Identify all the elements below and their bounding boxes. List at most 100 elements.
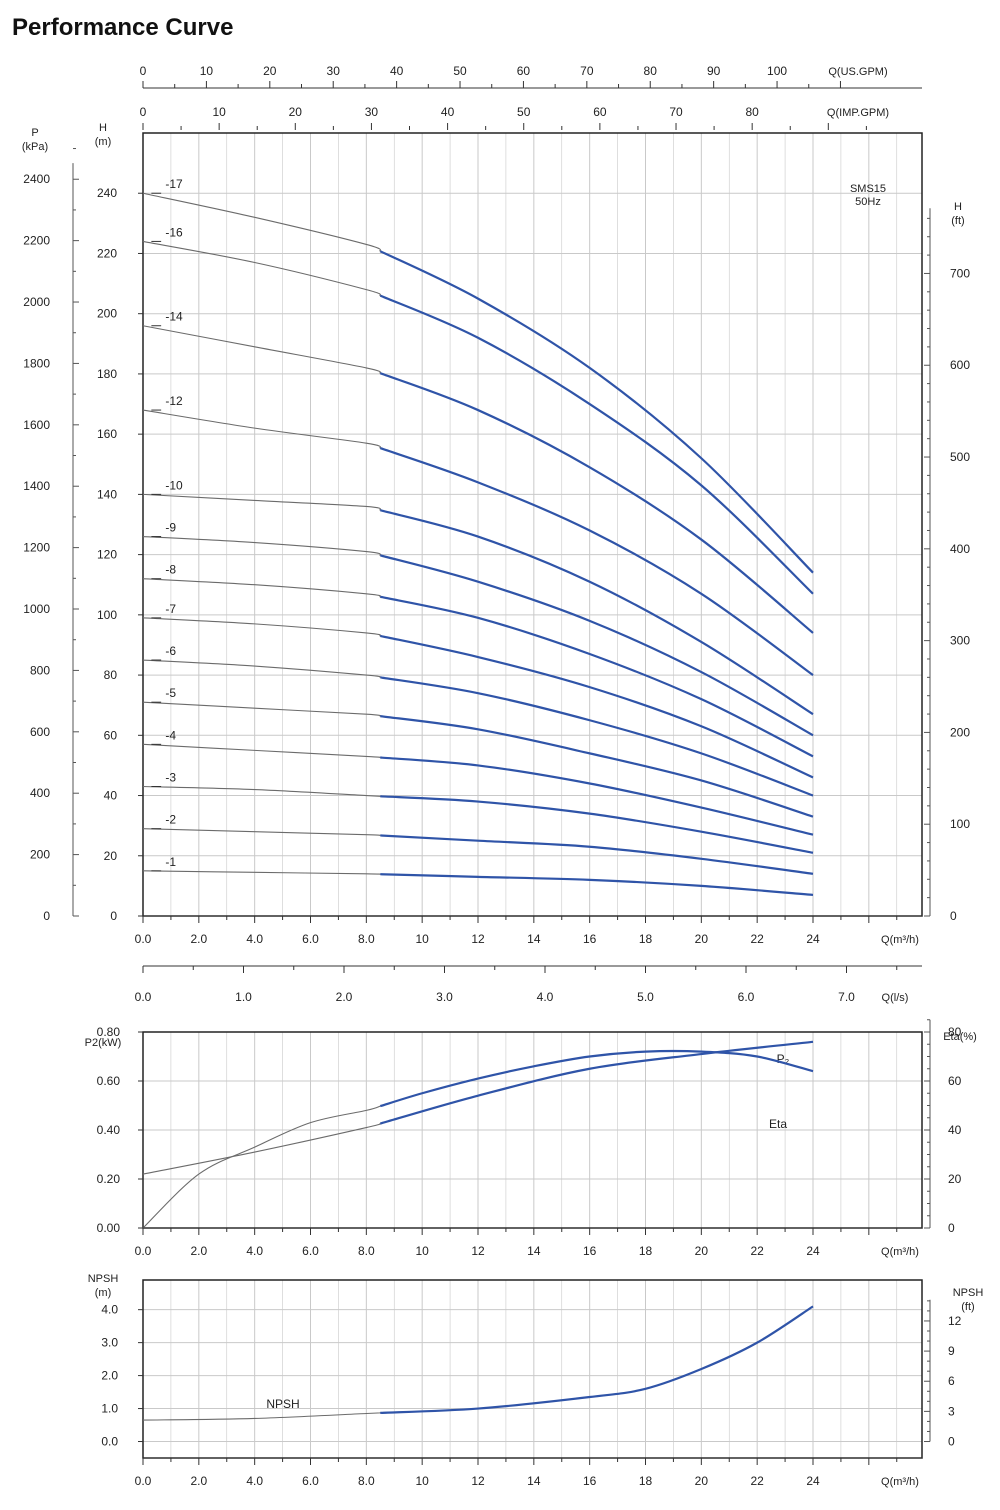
series-stage-10: -10 <box>142 478 814 716</box>
x-tick-label: 12 <box>471 1474 485 1488</box>
curve-label: -10 <box>165 478 183 492</box>
y-tick-label: 800 <box>30 663 50 677</box>
series-stage-5: -5 <box>142 686 814 818</box>
top-tick-label: 0 <box>140 105 147 119</box>
x-tick-label: 24 <box>806 1244 820 1258</box>
curve-label: -14 <box>165 310 183 324</box>
series-stage-2: -2 <box>142 813 814 875</box>
y-tick-label: 160 <box>97 427 117 441</box>
x-tick-label: 20 <box>695 1474 709 1488</box>
x-tick-label: 2.0 <box>190 932 207 946</box>
model-label: 50Hz <box>855 196 881 208</box>
y-axis-title: (m) <box>95 136 112 148</box>
x-tick-label: 22 <box>750 932 764 946</box>
y-tick-label: 400 <box>950 542 970 556</box>
y-tick-label: 80 <box>948 1025 962 1039</box>
y-tick-label: 1400 <box>23 479 50 493</box>
eta-curve-line <box>379 1049 814 1108</box>
y-tick-label: 700 <box>950 266 970 280</box>
top-axis-title: Q(US.GPM) <box>828 66 887 78</box>
head-curve-line <box>142 743 381 759</box>
y-tick-label: 180 <box>97 367 117 381</box>
npsh-chart-frame <box>142 1279 923 1459</box>
y-axis-title: P2(kW) <box>85 1037 122 1049</box>
x-tick-label: 2.0 <box>336 990 353 1004</box>
head-curve-line <box>142 701 381 717</box>
y-tick-label: 3.0 <box>101 1336 118 1350</box>
y-tick-label: 0.40 <box>97 1123 121 1137</box>
head-curve-line <box>379 250 814 574</box>
y-tick-label: 400 <box>30 786 50 800</box>
series-stage-4: -4 <box>142 728 814 836</box>
x-tick-label: 0.0 <box>135 1244 152 1258</box>
top-tick-label: 10 <box>212 105 226 119</box>
x-tick-label: 7.0 <box>838 990 855 1004</box>
top-tick-label: 70 <box>669 105 683 119</box>
x-tick-label: 8.0 <box>358 1474 375 1488</box>
series-stage-6: -6 <box>142 644 814 797</box>
top-axis-title: Q(IMP.GPM) <box>827 107 889 119</box>
y-tick-label: 40 <box>948 1123 962 1137</box>
x-tick-label: 2.0 <box>190 1244 207 1258</box>
y-tick-label: 1000 <box>23 602 50 616</box>
x-tick-label: 20 <box>695 932 709 946</box>
npsh-curve-line <box>380 1305 814 1414</box>
y-axis-pressure-kpa: 0 200 400 600 800 1000 1200 1400 1600 1800 2000 220… <box>22 127 79 923</box>
series-stage-9: -9 <box>142 521 814 737</box>
x-tick-label: 4.0 <box>246 1474 263 1488</box>
top-tick-label: 20 <box>263 64 277 78</box>
npsh-chart: 0.0 1.0 2.0 3.0 4.0 NPSH (m) 0 3 6 9 12 NPSH (ft) NPSH… <box>88 1273 984 1488</box>
series-stage-7: -7 <box>142 602 814 779</box>
curve-label: -1 <box>165 855 176 869</box>
y-tick-label: 0 <box>950 909 957 923</box>
y-tick-label: 240 <box>97 186 117 200</box>
x-tick-label: 1.0 <box>235 990 252 1004</box>
x-tick-label: 10 <box>415 1474 429 1488</box>
x-tick-label: 16 <box>583 1474 597 1488</box>
x-tick-label: 14 <box>527 932 541 946</box>
head-curve-line <box>142 493 381 511</box>
top-tick-label: 70 <box>580 64 594 78</box>
head-curve-line <box>142 325 381 374</box>
series-stage-12: -12 <box>142 394 814 676</box>
x-tick-label: 5.0 <box>637 990 654 1004</box>
top-tick-label: 30 <box>327 64 341 78</box>
p2-curve-line <box>379 1040 814 1125</box>
top-tick-label: 10 <box>200 64 214 78</box>
x-tick-label: 24 <box>806 1474 820 1488</box>
x-tick-label: 24 <box>806 932 820 946</box>
x-tick-label: 6.0 <box>302 1474 319 1488</box>
curve-label: -9 <box>165 521 176 535</box>
x-tick-label: 18 <box>639 932 653 946</box>
x-tick-label: 6.0 <box>302 1244 319 1258</box>
head-curve-line <box>379 294 814 595</box>
y-tick-label: 80 <box>104 668 118 682</box>
head-curve-line <box>380 509 814 716</box>
y-axis-head-ft: 0 100 200 300 400 500 600 700 H (ft) <box>924 201 970 923</box>
y-tick-label: 200 <box>97 307 117 321</box>
curve-label: -12 <box>165 394 183 408</box>
y-tick-label: 0.60 <box>97 1074 121 1088</box>
head-curve-line <box>142 578 381 598</box>
y-tick-label: 200 <box>30 848 50 862</box>
top-tick-label: 50 <box>517 105 531 119</box>
x-tick-label: 22 <box>750 1244 764 1258</box>
head-curve-line <box>142 240 381 297</box>
x-tick-label: 12 <box>471 1244 485 1258</box>
series-stage-16: -16 <box>142 225 814 595</box>
y-axis-head-m: 0 20 40 60 80 100 120 140 160 180 200 220 240 H (m) <box>95 122 143 923</box>
x-tick-label: 20 <box>695 1244 709 1258</box>
y-tick-label: 100 <box>950 817 970 831</box>
x-axis-title: Q(m³/h) <box>881 1246 919 1258</box>
top-axis-imp-gpm: 0 10 20 30 40 50 60 70 80 Q(IMP.GPM) <box>140 105 889 130</box>
x-tick-label: 8.0 <box>358 932 375 946</box>
head-curve-line <box>380 554 814 737</box>
y-tick-label: 0 <box>43 909 50 923</box>
x-tick-label: 14 <box>527 1244 541 1258</box>
y-tick-label: 0 <box>948 1435 955 1449</box>
series-eta: Eta <box>142 1049 814 1229</box>
x-tick-label: 4.0 <box>537 990 554 1004</box>
y-tick-label: 600 <box>950 358 970 372</box>
y-axis-title: Eta(%) <box>943 1031 977 1043</box>
